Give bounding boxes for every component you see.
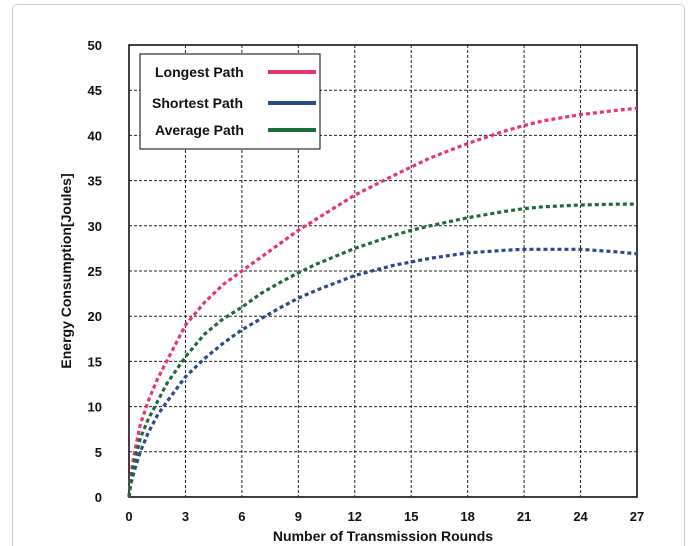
x-tick-label: 6 xyxy=(238,509,245,524)
y-axis-label: Energy Consumption[Joules] xyxy=(58,173,74,368)
x-tick-label: 24 xyxy=(573,509,588,524)
y-tick-label: 30 xyxy=(88,219,102,234)
series-line-longest-path xyxy=(127,106,638,498)
x-tick-label: 3 xyxy=(182,509,189,524)
series-layer xyxy=(127,106,638,498)
y-tick-label: 25 xyxy=(88,264,102,279)
y-tick-label: 50 xyxy=(88,38,102,53)
y-tick-label: 20 xyxy=(88,309,102,324)
series-line-average-path xyxy=(127,202,637,498)
legend-label-shortest-path: Shortest Path xyxy=(152,95,243,111)
y-tick-labels: 0 5 10 15 20 25 30 35 40 45 50 xyxy=(88,38,102,505)
y-tick-label: 45 xyxy=(88,83,102,98)
x-tick-label: 15 xyxy=(404,509,418,524)
y-tick-label: 15 xyxy=(88,354,102,369)
legend: Longest Path Shortest Path Average Path xyxy=(139,53,321,150)
y-tick-label: 5 xyxy=(95,445,102,460)
y-tick-label: 40 xyxy=(88,128,102,143)
x-tick-label: 9 xyxy=(295,509,302,524)
legend-label-average-path: Average Path xyxy=(155,122,244,138)
chart-frame xyxy=(12,4,685,546)
x-tick-label: 0 xyxy=(125,509,132,524)
x-tick-label: 27 xyxy=(630,509,644,524)
x-axis-label: Number of Transmission Rounds xyxy=(273,528,493,544)
series-line-shortest-path xyxy=(127,247,638,498)
legend-label-longest-path: Longest Path xyxy=(155,64,244,80)
y-tick-label: 0 xyxy=(95,490,102,505)
x-tick-label: 12 xyxy=(348,509,362,524)
y-tick-label: 10 xyxy=(88,400,102,415)
x-tick-label: 18 xyxy=(460,509,474,524)
x-tick-label: 21 xyxy=(517,509,531,524)
y-tick-label: 35 xyxy=(88,174,102,189)
x-tick-labels: 0 3 6 9 12 15 18 21 24 27 xyxy=(125,509,644,524)
